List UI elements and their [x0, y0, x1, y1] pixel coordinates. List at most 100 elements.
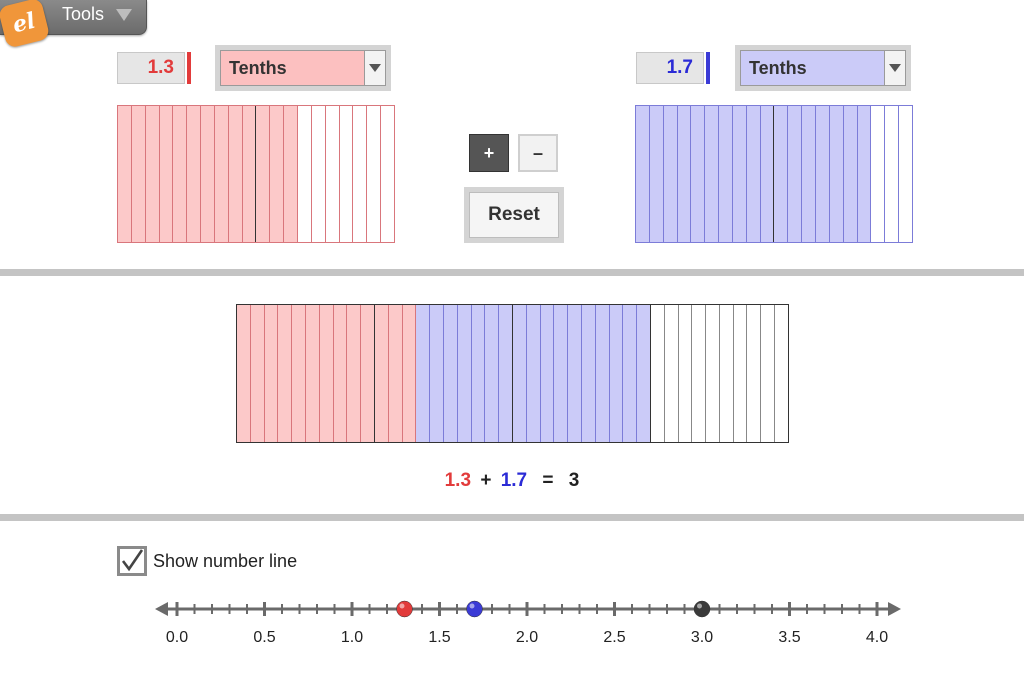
reset-button[interactable]: Reset [469, 192, 559, 238]
tenth-cell [256, 106, 271, 242]
tenth-cell [788, 106, 803, 242]
tenth-cell [457, 305, 472, 442]
tenth-cell [719, 106, 733, 242]
value-b-field[interactable]: 1.7 [636, 52, 704, 84]
tenth-cell [361, 305, 375, 442]
left-arrow-icon [155, 602, 168, 616]
tenth-cell [636, 106, 650, 242]
unit-a-dropdown-arrow-icon[interactable] [364, 51, 385, 85]
tenth-cell [416, 305, 431, 442]
chevron-down-icon[interactable] [116, 9, 132, 21]
tenth-cell [857, 106, 872, 242]
right-arrow-icon [888, 602, 901, 616]
tenth-cell [692, 305, 707, 442]
tenth-cell [512, 305, 527, 442]
number-line-label: 3.5 [778, 629, 800, 646]
tenth-cell [815, 106, 830, 242]
unit-a-label: Tenths [229, 58, 287, 78]
model-b-grid [635, 105, 913, 243]
tenth-cell [242, 106, 257, 242]
tenth-cell [705, 106, 720, 242]
tenth-cell [595, 305, 610, 442]
number-line-label: 4.0 [866, 629, 888, 646]
number-line-point-a[interactable] [396, 600, 413, 618]
value-a-caret [187, 52, 191, 84]
tenth-cell [353, 106, 368, 242]
tenth-cell [214, 106, 229, 242]
tenth-cell [732, 106, 747, 242]
reset-button-frame: Reset [464, 187, 564, 243]
tenth-cell [187, 106, 202, 242]
tenth-cell [526, 305, 541, 442]
number-line-label: 1.5 [428, 629, 450, 646]
number-line-label: 0.5 [253, 629, 275, 646]
number-line-point-b[interactable] [466, 600, 483, 618]
tenth-cell [471, 305, 486, 442]
equation-b: 1.7 [500, 470, 528, 491]
tenth-cell [802, 106, 816, 242]
unit-b-select[interactable]: Tenths [735, 45, 911, 91]
value-a-field[interactable]: 1.3 [117, 52, 185, 84]
tenth-cell [430, 305, 444, 442]
tenth-cell [388, 305, 403, 442]
tenth-cell [637, 305, 651, 442]
tenth-cell [305, 305, 320, 442]
number-line-label: 3.0 [691, 629, 713, 646]
tenth-cell [761, 305, 776, 442]
tenth-cell [443, 305, 458, 442]
tenth-cell [581, 305, 596, 442]
minus-button[interactable]: – [518, 134, 558, 172]
number-line: 0.0 0.5 1.0 1.5 2.0 2.5 3.0 3.5 4.0 [155, 600, 901, 646]
checkmark-icon [121, 549, 144, 572]
tools-label[interactable]: Tools [62, 4, 105, 24]
equation-a: 1.3 [444, 470, 472, 491]
model-a-grid [117, 105, 395, 243]
tenth-cell [374, 305, 389, 442]
point-highlight [697, 603, 702, 609]
tenth-cell [623, 305, 638, 442]
tenth-cell [554, 305, 569, 442]
equation-equals: = [542, 470, 554, 491]
tenth-cell [485, 305, 500, 442]
number-line-label: 1.0 [341, 629, 363, 646]
tenth-cell [691, 106, 706, 242]
tenth-cell [118, 106, 132, 242]
unit-a-select[interactable]: Tenths [215, 45, 391, 91]
tenth-cell [292, 305, 306, 442]
tenth-cell [333, 305, 348, 442]
tenth-cell [746, 106, 761, 242]
tenth-cell [540, 305, 555, 442]
tenth-cell [829, 106, 844, 242]
explorelearning-logo-icon: el [0, 0, 51, 49]
tenth-cell [843, 106, 858, 242]
tenth-cell [319, 305, 334, 442]
tenth-cell [402, 305, 417, 442]
show-number-line-checkbox[interactable] [117, 546, 147, 576]
tenth-cell [609, 305, 624, 442]
tenth-cell [278, 305, 293, 442]
tenth-cell [145, 106, 160, 242]
tenth-cell [270, 106, 285, 242]
tenth-cell [706, 305, 720, 442]
tenth-cell [678, 305, 693, 442]
tenth-cell [733, 305, 748, 442]
logo-text: el [9, 7, 38, 39]
equation: 1.3 + 1.7 = 3 [0, 470, 1024, 492]
tenth-cell [568, 305, 582, 442]
number-line-label: 2.5 [603, 629, 625, 646]
tenth-cell [159, 106, 174, 242]
value-b-caret [706, 52, 710, 84]
unit-b-dropdown-arrow-icon[interactable] [884, 51, 905, 85]
plus-button[interactable]: + [469, 134, 509, 172]
number-line-label: 2.0 [516, 629, 538, 646]
tenth-cell [381, 106, 394, 242]
tenth-cell [367, 106, 382, 242]
tenth-cell [649, 106, 664, 242]
tenth-cell [747, 305, 762, 442]
tenth-cell [339, 106, 354, 242]
tenth-cell [677, 106, 692, 242]
show-number-line-label[interactable]: Show number line [153, 551, 298, 571]
tenth-cell [173, 106, 188, 242]
tenth-cell [760, 106, 775, 242]
tenth-cell [311, 106, 326, 242]
